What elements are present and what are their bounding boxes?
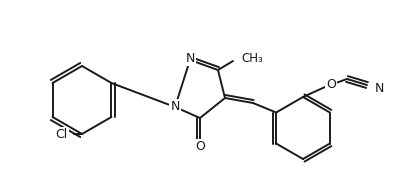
Text: N: N bbox=[185, 51, 195, 65]
Text: CH₃: CH₃ bbox=[241, 51, 263, 65]
Text: Cl: Cl bbox=[56, 127, 68, 141]
Text: N: N bbox=[375, 81, 385, 94]
Text: O: O bbox=[326, 79, 336, 92]
Text: O: O bbox=[195, 141, 205, 153]
Text: N: N bbox=[170, 100, 180, 113]
